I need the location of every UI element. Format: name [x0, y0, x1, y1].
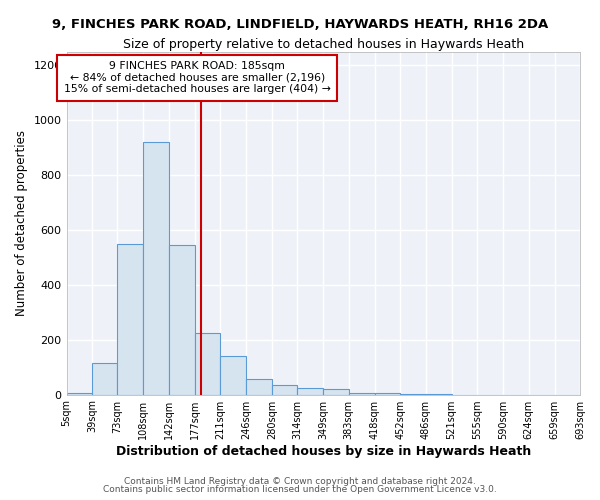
- X-axis label: Distribution of detached houses by size in Haywards Heath: Distribution of detached houses by size …: [116, 444, 531, 458]
- Bar: [220, 356, 247, 395]
- Bar: [169, 245, 195, 394]
- Text: Contains HM Land Registry data © Crown copyright and database right 2024.: Contains HM Land Registry data © Crown c…: [124, 477, 476, 486]
- Bar: [247, 380, 272, 394]
- Y-axis label: Number of detached properties: Number of detached properties: [15, 130, 28, 316]
- Bar: [195, 333, 220, 394]
- Bar: [143, 142, 169, 395]
- Text: 9 FINCHES PARK ROAD: 185sqm
← 84% of detached houses are smaller (2,196)
15% of : 9 FINCHES PARK ROAD: 185sqm ← 84% of det…: [64, 61, 331, 94]
- Text: Contains public sector information licensed under the Open Government Licence v3: Contains public sector information licen…: [103, 486, 497, 494]
- Bar: [67, 393, 92, 394]
- Text: 9, FINCHES PARK ROAD, LINDFIELD, HAYWARDS HEATH, RH16 2DA: 9, FINCHES PARK ROAD, LINDFIELD, HAYWARD…: [52, 18, 548, 30]
- Bar: [92, 363, 117, 394]
- Bar: [323, 389, 349, 394]
- Title: Size of property relative to detached houses in Haywards Heath: Size of property relative to detached ho…: [123, 38, 524, 51]
- Bar: [297, 388, 323, 394]
- Bar: [349, 393, 375, 394]
- Bar: [117, 244, 143, 394]
- Bar: [272, 385, 297, 394]
- Bar: [375, 393, 400, 394]
